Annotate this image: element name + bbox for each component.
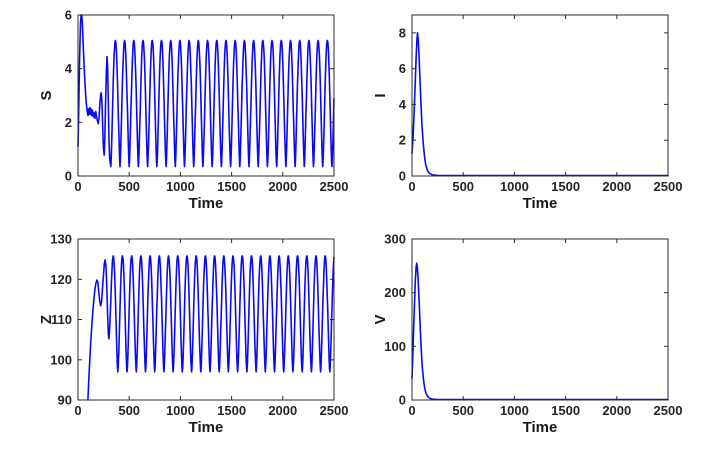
x-tick-label: 0 [408,403,415,418]
x-tick-label: 2500 [654,179,683,194]
y-tick-label: 130 [50,232,72,247]
y-tick-label: 4 [65,61,73,76]
x-tick-label: 1000 [166,179,195,194]
y-tick-label: 6 [399,61,406,76]
y-tick-label: 4 [399,97,407,112]
x-tick-label: 1500 [551,403,580,418]
x-tick-label: 1000 [500,403,529,418]
y-tick-label: 2 [65,115,72,130]
subplot-v: 0 500 1000 1500 2000 2500 0 100 200 300 Time V [372,232,683,437]
x-tick-label: 2000 [268,403,297,418]
x-tick-label: 0 [408,179,415,194]
x-tick-label: 1500 [217,403,246,418]
subplot-z: 0 500 1000 1500 2000 2500 90 100 110 120 130 Time Z [38,232,349,437]
y-axis-label: S [38,90,55,100]
series-line-z [87,255,335,401]
x-tick-label: 0 [74,179,81,194]
x-tick-label: 2500 [654,403,683,418]
y-tick-label: 120 [50,272,72,287]
x-tick-label: 2500 [320,179,349,194]
x-axis-label: Time [189,419,224,436]
series-line-v [411,262,669,401]
x-tick-label: 500 [118,403,140,418]
axes-box [411,14,669,177]
x-tick-label: 1500 [217,179,246,194]
x-tick-label: 2000 [602,403,631,418]
y-tick-label: 300 [384,232,406,247]
y-tick-label: 0 [399,169,406,184]
y-tick-label: 6 [65,8,72,23]
y-tick-label: 100 [50,352,72,367]
subplot-i: 0 500 1000 1500 2000 2500 0 2 4 6 8 Time I [372,14,683,212]
x-tick-label: 500 [118,179,140,194]
y-tick-label: 200 [384,285,406,300]
x-tick-label: 1000 [166,403,195,418]
x-tick-label: 500 [452,179,474,194]
x-tick-label: 1000 [500,179,529,194]
series-line-i [411,32,669,177]
y-tick-label: 2 [399,133,406,148]
y-tick-label: 0 [399,393,406,408]
x-axis-label: Time [189,195,224,212]
y-tick-label: 0 [65,169,72,184]
subplot-s: 0 500 1000 1500 2000 2500 0 2 4 6 Time S [38,8,349,213]
y-axis-label: V [372,314,389,324]
x-tick-label: 0 [74,403,81,418]
y-tick-label: 110 [51,312,72,327]
x-axis-label: Time [523,195,558,212]
x-tick-label: 500 [452,403,474,418]
x-axis-label: Time [523,419,558,436]
series-line-s [77,14,335,168]
x-tick-label: 1500 [551,179,580,194]
x-tick-label: 2000 [268,179,297,194]
axes-box [411,238,669,401]
y-tick-label: 90 [58,393,72,408]
y-axis-label: Z [38,315,55,324]
axes-box [77,14,335,177]
y-tick-label: 100 [384,339,406,354]
y-axis-label: I [372,93,389,97]
x-tick-label: 2000 [602,179,631,194]
y-tick-label: 8 [399,25,406,40]
x-tick-label: 2500 [320,403,349,418]
